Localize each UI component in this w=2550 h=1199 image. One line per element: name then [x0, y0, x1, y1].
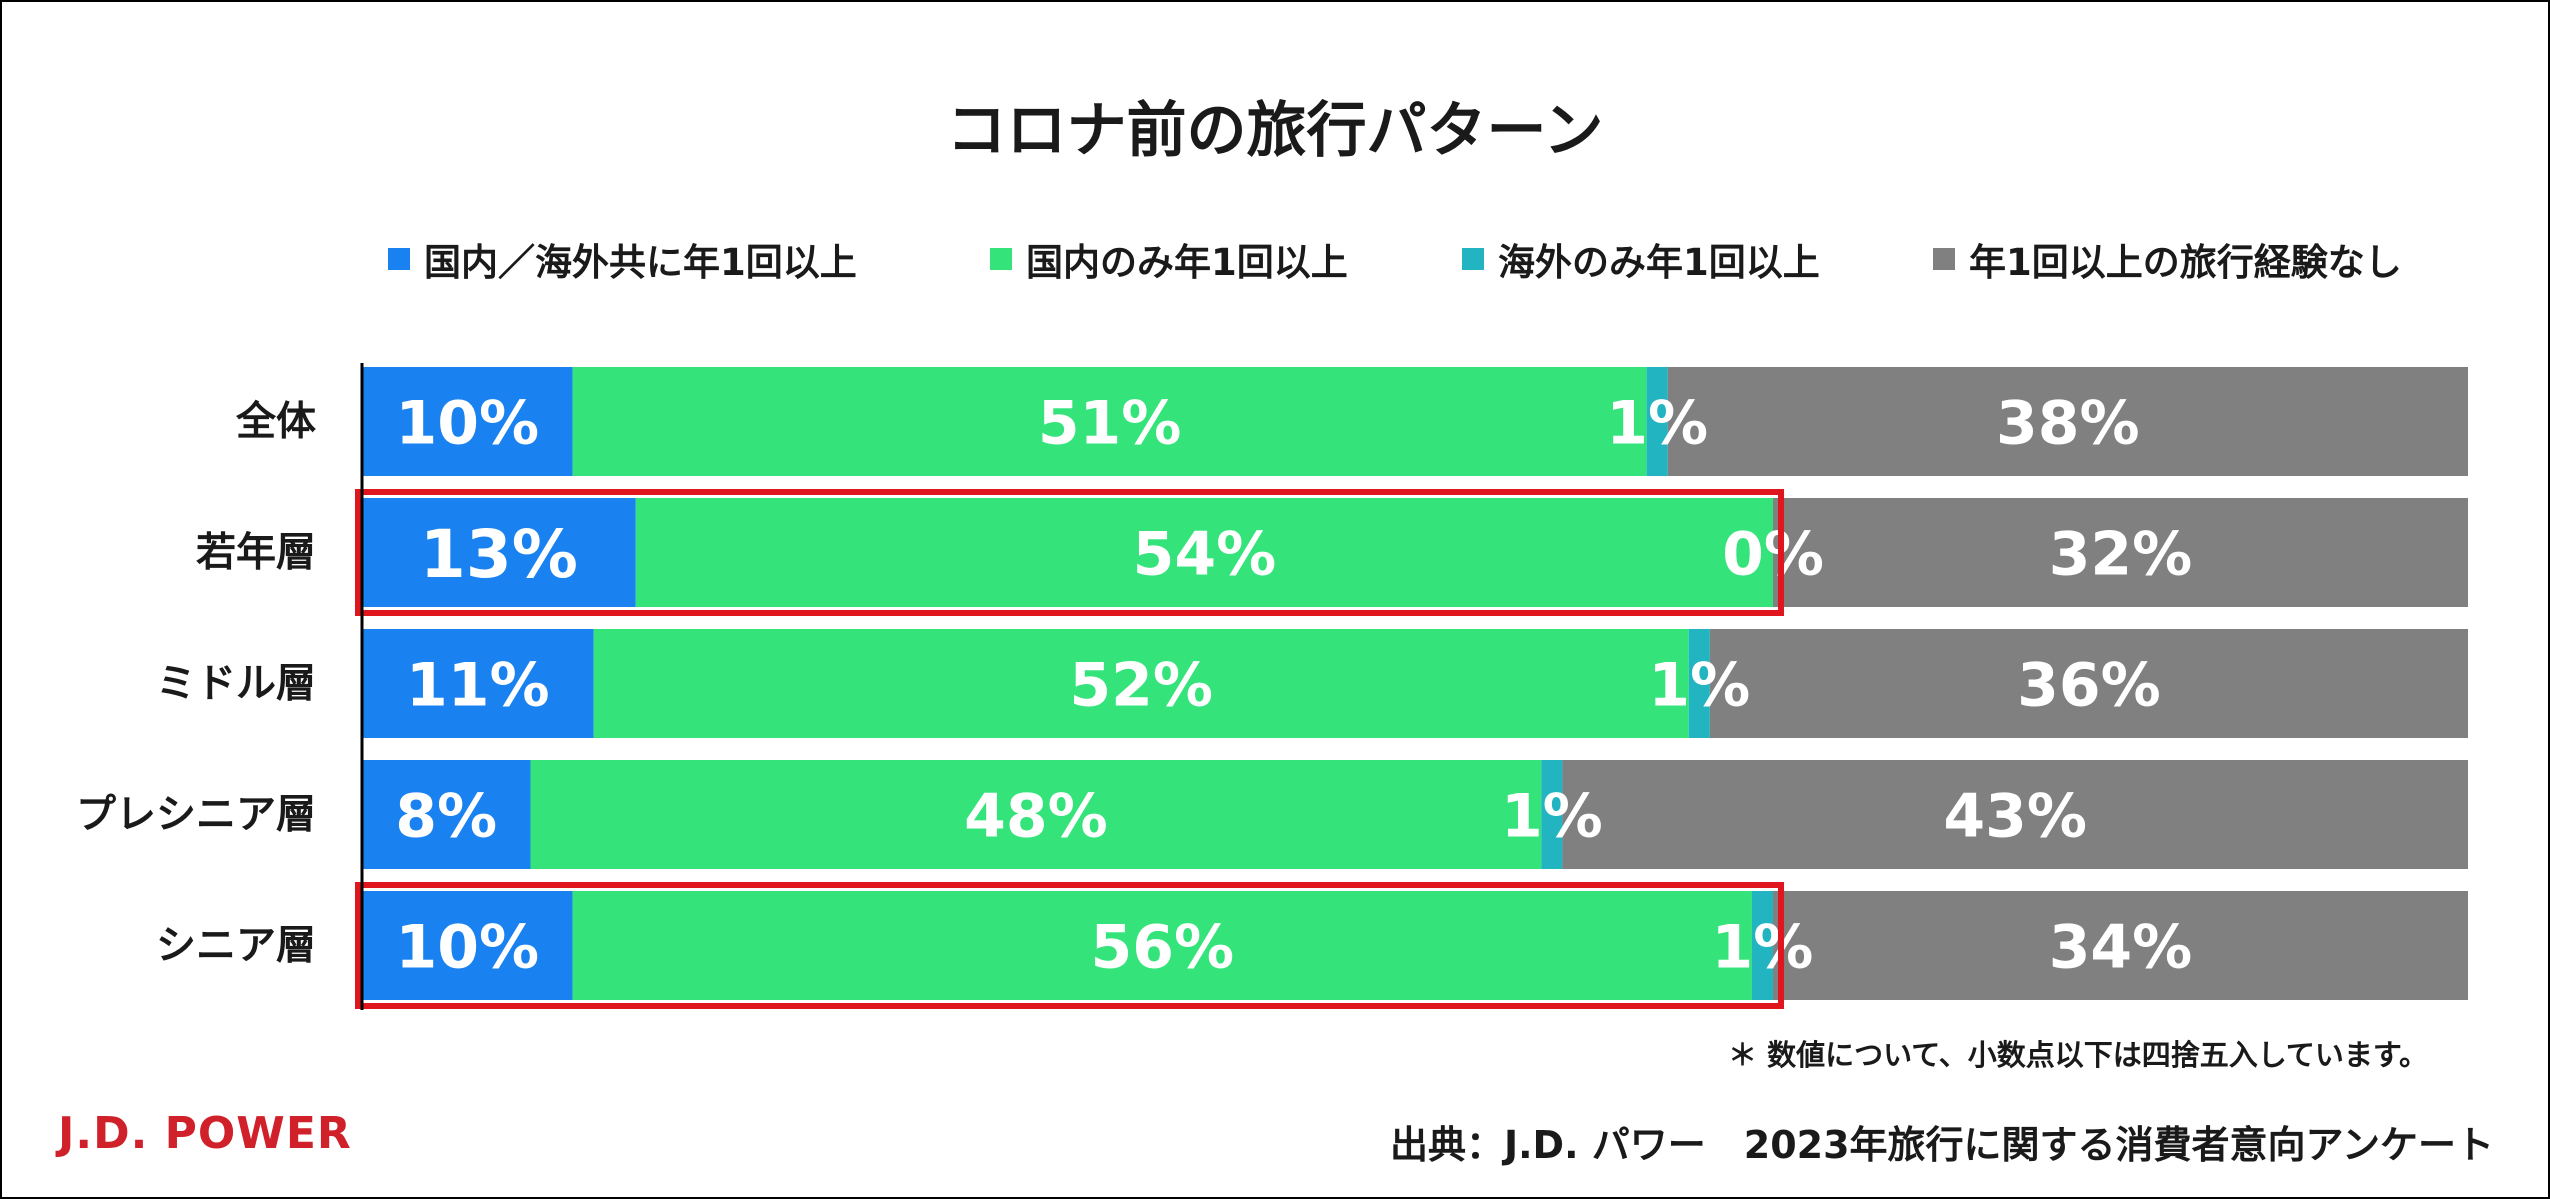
bar-none-3: [1709, 629, 2468, 738]
bar-both-1: [362, 367, 573, 476]
source-credit: 出典：J.D. パワー 2023年旅行に関する消費者意向アンケート: [1389, 1123, 2494, 1167]
bar-domestic-1: [572, 367, 1647, 476]
legend-item-domestic: 国内のみ年1回以上: [990, 232, 1348, 286]
legend: 国内／海外共に年1回以上 国内のみ年1回以上 海外のみ年1回以上 年1回以上の旅…: [0, 232, 2550, 288]
bar-both-4: [362, 760, 531, 869]
data-label-domestic-1: 51%: [1038, 389, 1182, 459]
legend-label-domestic: 国内のみ年1回以上: [1026, 241, 1348, 284]
bar-both-2: [362, 498, 636, 607]
category-label-4: プレシニア層: [76, 792, 316, 838]
data-label-both-1: 10%: [395, 389, 539, 459]
bar-overseas-5: [1751, 891, 1774, 1000]
bar-overseas-3: [1688, 629, 1710, 738]
data-label-domestic-2: 54%: [1133, 520, 1277, 590]
data-label-overseas-3: 1%: [1648, 651, 1750, 721]
bar-none-5: [1773, 891, 2468, 1000]
data-label-overseas-1: 1%: [1606, 389, 1708, 459]
data-label-none-1: 38%: [1996, 389, 2140, 459]
legend-item-both: 国内／海外共に年1回以上: [388, 232, 857, 286]
bar-overseas-1: [1646, 367, 1668, 476]
legend-swatch-overseas: [1462, 248, 1484, 270]
legend-swatch-domestic: [990, 248, 1012, 270]
data-label-overseas-5: 1%: [1712, 913, 1814, 983]
chart-title: コロナ前の旅行パターン: [946, 96, 1604, 166]
data-label-none-4: 43%: [1943, 782, 2087, 852]
highlight-box-5: [355, 882, 1785, 1009]
data-label-none-2: 32%: [2049, 520, 2193, 590]
data-label-both-5: 10%: [395, 913, 539, 983]
legend-item-overseas: 海外のみ年1回以上: [1462, 232, 1820, 286]
data-label-both-2: 13%: [420, 516, 578, 593]
legend-swatch-both: [388, 248, 410, 270]
data-label-both-4: 8%: [395, 782, 497, 852]
legend-label-none: 年1回以上の旅行経験なし: [1969, 241, 2402, 284]
bar-overseas-4: [1541, 760, 1563, 869]
legend-label-both: 国内／海外共に年1回以上: [424, 241, 857, 284]
bar-domestic-3: [593, 629, 1689, 738]
data-label-none-3: 36%: [2017, 651, 2161, 721]
data-label-domestic-3: 52%: [1069, 651, 1213, 721]
data-label-overseas-2: 0%: [1722, 520, 1824, 590]
bar-none-4: [1562, 760, 2468, 869]
data-label-none-5: 34%: [2049, 913, 2193, 983]
legend-item-none: 年1回以上の旅行経験なし: [1933, 232, 2402, 286]
bar-domestic-2: [635, 498, 1774, 607]
data-label-domestic-5: 56%: [1090, 913, 1234, 983]
highlight-box-2: [355, 489, 1785, 616]
category-label-5: シニア層: [156, 923, 316, 969]
category-label-1: 全体: [235, 399, 316, 445]
footnote: ＊ 数値について、小数点以下は四捨五入しています。: [1727, 1038, 2428, 1072]
bar-none-1: [1667, 367, 2468, 476]
legend-swatch-none: [1933, 248, 1955, 270]
category-label-2: 若年層: [196, 530, 316, 576]
jd-power-logo: J.D. POWER: [58, 1108, 352, 1159]
category-label-3: ミドル層: [156, 661, 316, 707]
data-label-overseas-4: 1%: [1501, 782, 1603, 852]
bar-domestic-4: [530, 760, 1542, 869]
bar-both-5: [362, 891, 573, 1000]
data-label-domestic-4: 48%: [964, 782, 1108, 852]
bar-both-3: [362, 629, 594, 738]
bar-none-2: [1773, 498, 2468, 607]
legend-label-overseas: 海外のみ年1回以上: [1498, 241, 1820, 284]
data-label-both-3: 11%: [406, 651, 550, 721]
bar-domestic-5: [572, 891, 1752, 1000]
